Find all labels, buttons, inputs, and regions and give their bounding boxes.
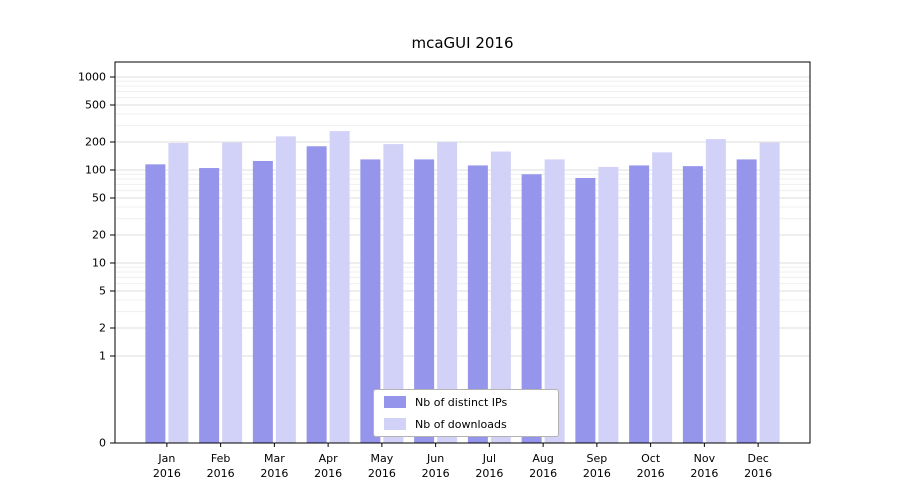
- x-tick-label-year: 2016: [529, 467, 557, 480]
- bar-downloads: [437, 142, 458, 443]
- bar-distinct-ips: [145, 164, 166, 443]
- x-tick-label-month: Feb: [211, 452, 230, 465]
- legend: Nb of distinct IPs Nb of downloads: [373, 389, 559, 437]
- bar-downloads: [275, 136, 296, 443]
- x-tick-label-year: 2016: [153, 467, 181, 480]
- legend-item-distinct-ips: Nb of distinct IPs: [384, 396, 548, 408]
- bar-distinct-ips: [360, 159, 381, 444]
- x-tick-label-year: 2016: [368, 467, 396, 480]
- y-tick-label: 50: [92, 191, 106, 204]
- bar-distinct-ips: [199, 168, 220, 443]
- y-tick-label: 200: [85, 136, 106, 149]
- x-tick-label-month: Jan: [157, 452, 175, 465]
- x-tick-label-month: Aug: [532, 452, 553, 465]
- x-tick-label-year: 2016: [475, 467, 503, 480]
- x-tick-label-year: 2016: [207, 467, 235, 480]
- x-tick-label-month: Nov: [694, 452, 716, 465]
- bar-downloads: [490, 151, 511, 443]
- bar-distinct-ips: [467, 165, 488, 443]
- legend-label-distinct-ips: Nb of distinct IPs: [415, 395, 508, 409]
- x-tick-label-year: 2016: [637, 467, 665, 480]
- bar-downloads: [329, 131, 350, 444]
- bar-distinct-ips: [682, 166, 703, 443]
- y-tick-label: 500: [85, 98, 106, 111]
- bar-distinct-ips: [414, 159, 435, 444]
- x-tick-label-year: 2016: [314, 467, 342, 480]
- bar-downloads: [544, 159, 565, 444]
- y-tick-label: 100: [85, 164, 106, 177]
- bar-downloads: [652, 152, 673, 444]
- bar-downloads: [383, 144, 404, 443]
- y-tick-label: 10: [92, 257, 106, 270]
- bar-downloads: [759, 142, 780, 444]
- legend-label-downloads: Nb of downloads: [415, 417, 507, 431]
- y-tick-label: 5: [99, 284, 106, 297]
- x-tick-label-year: 2016: [690, 467, 718, 480]
- legend-item-downloads: Nb of downloads: [384, 418, 548, 430]
- y-tick-label: 20: [92, 229, 106, 242]
- x-tick-label-year: 2016: [422, 467, 450, 480]
- x-tick-label-month: Oct: [641, 452, 661, 465]
- bar-distinct-ips: [736, 159, 757, 444]
- x-tick-label-year: 2016: [583, 467, 611, 480]
- bar-distinct-ips: [306, 146, 327, 444]
- bar-distinct-ips: [521, 174, 542, 444]
- x-tick-label-year: 2016: [744, 467, 772, 480]
- x-tick-label-month: Apr: [319, 452, 339, 465]
- x-tick-label-year: 2016: [260, 467, 288, 480]
- bar-downloads: [598, 166, 619, 443]
- plot-border: [114, 61, 811, 444]
- bar-downloads: [222, 142, 243, 444]
- bar-distinct-ips: [252, 160, 273, 443]
- x-tick-label-month: Jun: [426, 452, 444, 465]
- x-tick-label-month: Mar: [264, 452, 285, 465]
- x-tick-label-month: Sep: [587, 452, 608, 465]
- y-tick-label: 2: [99, 322, 106, 335]
- bar-distinct-ips: [629, 165, 650, 443]
- x-tick-label-month: May: [371, 452, 394, 465]
- y-tick-label: 1000: [78, 71, 106, 84]
- legend-swatch-downloads: [384, 418, 406, 430]
- legend-swatch-distinct-ips: [384, 396, 406, 408]
- y-tick-label: 1: [99, 350, 106, 363]
- bar-downloads: [705, 139, 726, 443]
- x-tick-label-month: Jul: [482, 452, 496, 465]
- x-tick-label-month: Dec: [747, 452, 768, 465]
- bar-distinct-ips: [575, 178, 596, 443]
- y-tick-label: 0: [99, 437, 106, 450]
- chart-title: mcaGUI 2016: [411, 34, 514, 52]
- bar-downloads: [168, 143, 189, 443]
